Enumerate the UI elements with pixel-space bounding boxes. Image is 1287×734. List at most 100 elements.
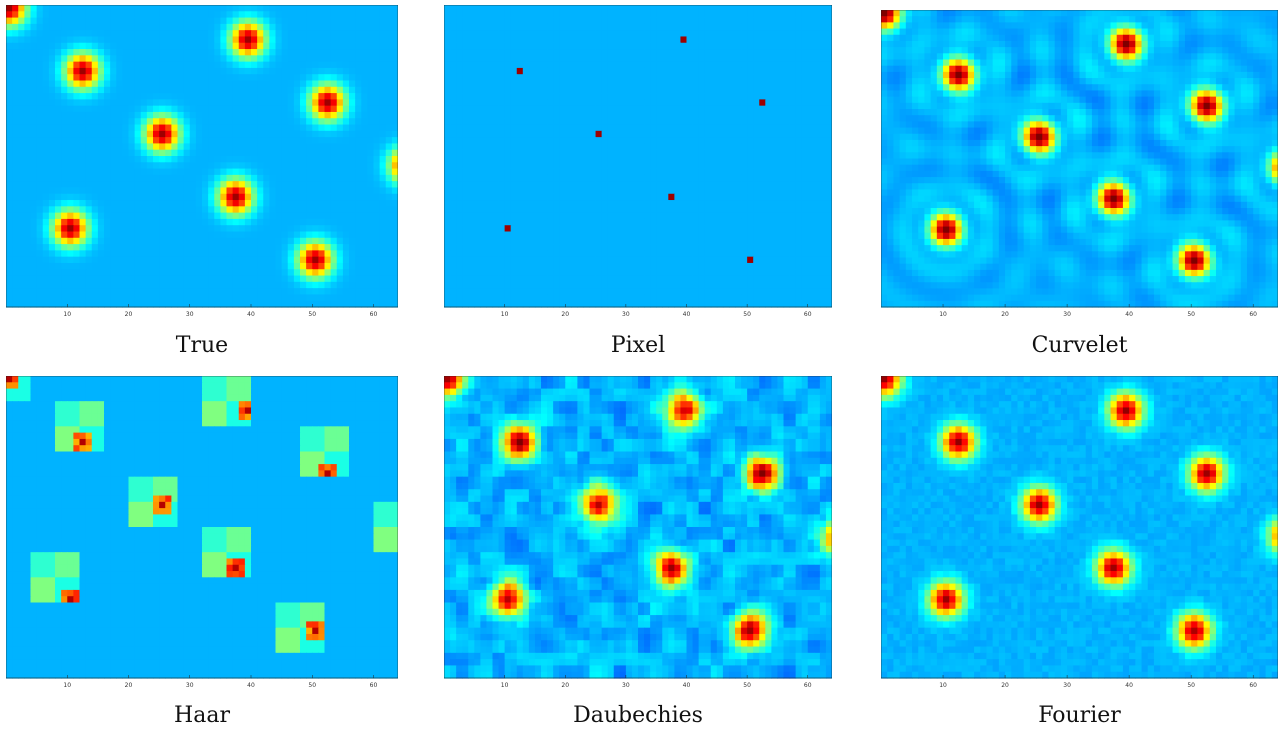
heatmap-cell xyxy=(244,74,252,82)
heatmap-cell xyxy=(559,156,566,163)
heatmap-cell xyxy=(30,218,38,226)
heatmap-cell xyxy=(104,67,111,75)
heatmap-cell xyxy=(318,212,326,220)
heatmap-cell xyxy=(189,262,197,270)
heatmap-cell xyxy=(226,262,234,270)
heatmap-cell xyxy=(710,105,718,113)
heatmap-cell xyxy=(226,30,234,38)
heatmap-cell xyxy=(232,281,240,289)
heatmap-cell xyxy=(735,137,742,145)
heatmap-cell xyxy=(373,93,381,100)
heatmap-cell xyxy=(293,23,301,31)
heatmap-cell xyxy=(741,67,748,75)
heatmap-cell xyxy=(177,86,185,94)
heatmap-cell xyxy=(281,30,289,38)
heatmap-cell xyxy=(12,244,19,251)
heatmap-cell xyxy=(146,137,154,145)
heatmap-cell xyxy=(462,55,469,63)
heatmap-cell xyxy=(61,294,68,302)
heatmap-cell xyxy=(379,49,387,56)
heatmap-cell xyxy=(275,5,283,12)
heatmap-cell xyxy=(367,181,375,189)
heatmap-cell xyxy=(24,118,32,126)
heatmap-cell xyxy=(110,275,117,283)
heatmap-cell xyxy=(349,149,356,157)
heatmap-cell xyxy=(263,156,270,163)
heatmap-cell xyxy=(48,218,56,226)
heatmap-cell xyxy=(753,137,760,145)
heatmap-cell xyxy=(379,149,387,157)
heatmap-cell xyxy=(710,162,718,170)
heatmap-cell xyxy=(79,174,87,182)
heatmap-cell xyxy=(704,93,712,100)
heatmap-cell xyxy=(6,111,13,119)
heatmap-cell xyxy=(153,130,160,138)
heatmap-cell xyxy=(238,200,246,207)
heatmap-cell xyxy=(704,55,712,63)
heatmap-cell xyxy=(171,67,179,75)
heatmap-cell xyxy=(61,93,68,100)
heatmap-cell xyxy=(324,143,332,151)
heatmap-cell xyxy=(257,244,264,251)
heatmap-cell xyxy=(153,187,160,195)
heatmap-cell xyxy=(662,30,669,38)
heatmap-cell xyxy=(735,162,742,170)
heatmap-cell xyxy=(281,111,289,119)
heatmap-cell xyxy=(583,168,591,176)
heatmap-cell xyxy=(287,174,295,182)
heatmap-cell xyxy=(324,168,332,176)
heatmap-cell xyxy=(361,181,368,189)
heatmap-cell xyxy=(444,130,451,138)
heatmap-cell xyxy=(128,17,136,25)
heatmap-cell xyxy=(232,74,240,82)
heatmap-cell xyxy=(355,193,362,201)
heatmap-cell xyxy=(674,55,682,63)
heatmap-cell xyxy=(73,288,81,296)
heatmap-cell xyxy=(116,200,123,207)
heatmap-cell xyxy=(367,55,375,63)
heatmap-cell xyxy=(244,162,252,170)
heatmap-cell xyxy=(361,5,368,12)
heatmap-cell xyxy=(674,93,682,100)
heatmap-cell xyxy=(516,42,524,50)
heatmap-cell xyxy=(504,174,512,182)
heatmap-cell xyxy=(716,143,724,151)
heatmap-cell xyxy=(116,168,123,176)
heatmap-cell xyxy=(638,124,645,132)
heatmap-cell xyxy=(324,61,332,69)
heatmap-cell xyxy=(85,193,93,201)
heatmap-cell xyxy=(373,193,381,201)
heatmap-cell xyxy=(373,55,381,63)
heatmap-cell xyxy=(807,80,815,88)
heatmap-cell xyxy=(373,130,381,138)
heatmap-cell xyxy=(263,181,270,189)
heatmap-cell xyxy=(336,23,344,31)
heatmap-cell xyxy=(269,200,277,207)
heatmap-cell xyxy=(355,99,362,107)
heatmap-cell xyxy=(97,206,105,214)
heatmap-cell xyxy=(208,11,215,19)
heatmap-cell xyxy=(474,55,481,63)
heatmap-cell xyxy=(516,162,524,170)
heatmap-cell xyxy=(140,294,148,302)
heatmap-cell xyxy=(300,256,307,264)
heatmap-cell xyxy=(214,143,221,151)
heatmap-cell xyxy=(55,80,62,88)
heatmap-cell xyxy=(650,168,657,176)
heatmap-cell xyxy=(232,11,240,19)
heatmap-cell xyxy=(300,99,307,107)
heatmap-cell xyxy=(183,200,191,207)
heatmap-cell xyxy=(208,168,215,176)
heatmap-cell xyxy=(232,218,240,226)
heatmap-cell xyxy=(61,162,68,170)
heatmap-cell xyxy=(819,30,827,38)
heatmap-cell xyxy=(825,42,832,50)
heatmap-cell xyxy=(85,237,93,245)
heatmap-cell xyxy=(177,61,185,69)
heatmap-cell xyxy=(116,181,123,189)
heatmap-cell xyxy=(668,86,675,94)
heatmap-cell xyxy=(342,99,350,107)
heatmap-cell xyxy=(281,300,289,308)
heatmap-cell xyxy=(159,212,166,220)
heatmap-cell xyxy=(783,61,791,69)
